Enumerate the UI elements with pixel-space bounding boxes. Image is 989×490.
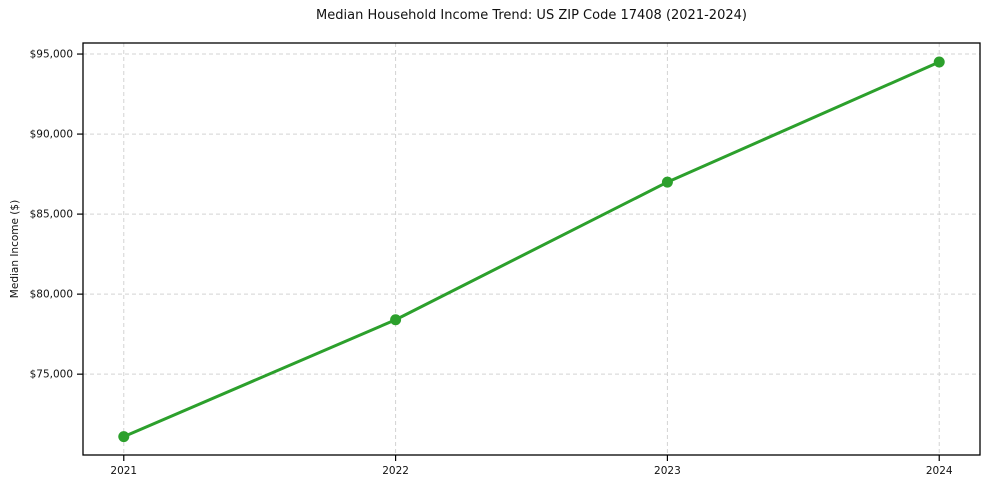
data-point [118,431,130,443]
x-tick-label: 2023 [654,465,681,477]
y-tick-label: $85,000 [30,209,73,221]
data-point [390,314,402,326]
data-point [933,56,945,68]
data-point [661,176,673,188]
y-tick-label: $80,000 [30,289,73,301]
x-tick-label: 2021 [110,465,137,477]
x-tick-label: 2024 [926,465,953,477]
y-tick-label: $75,000 [30,369,73,381]
trend-line [122,60,941,439]
chart-title: Median Household Income Trend: US ZIP Co… [316,8,747,23]
x-tick-label: 2022 [382,465,409,477]
y-tick-label: $90,000 [30,129,73,141]
plot-frame [82,42,981,456]
y-tick-label: $95,000 [30,49,73,61]
